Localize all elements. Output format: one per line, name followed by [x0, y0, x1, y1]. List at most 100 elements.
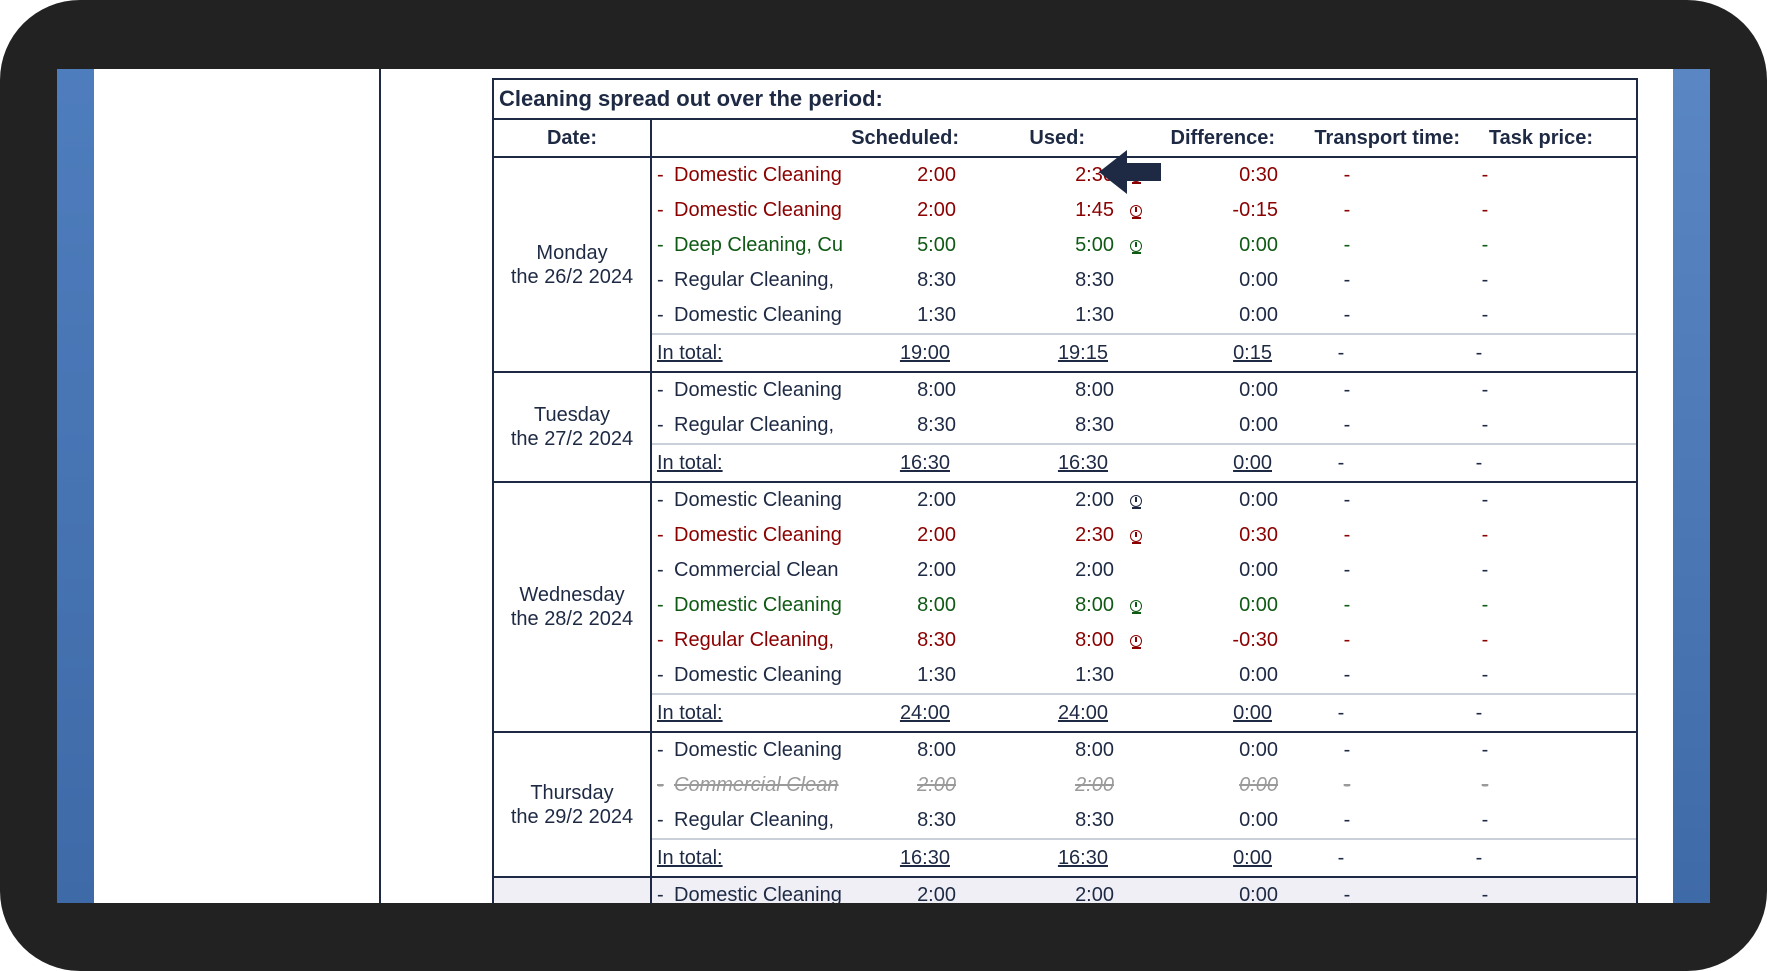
- task-row[interactable]: - Commercial Clean 2:00 2:00 0:00- -: [652, 553, 1636, 588]
- task-row[interactable]: - Regular Cleaning, 8:30 8:30 0:00- -: [652, 263, 1636, 298]
- total-spacer: [1108, 840, 1146, 876]
- total-difference: 0:00: [1233, 702, 1272, 724]
- day-group: Tuesday the 27/2 2024- Domestic Cleaning 8:…: [494, 373, 1636, 483]
- used-time: 8:00: [1075, 379, 1114, 401]
- clock-icon[interactable]: [1130, 205, 1142, 219]
- clock-cell: [1114, 803, 1152, 838]
- header-used: Used:: [1029, 127, 1085, 149]
- task-rows: - Domestic Cleaning 2:00 2:00 0:00- - - Domesti…: [652, 483, 1636, 731]
- total-transport: -: [1337, 702, 1345, 724]
- task-name: Domestic Cleaning: [674, 164, 842, 186]
- task-name: Domestic Cleaning: [674, 379, 842, 401]
- row-dash: -: [657, 809, 664, 831]
- task-rows: - Domestic Cleaning 8:00 8:00 0:00- - - Commerc…: [652, 733, 1636, 876]
- used-time: 8:30: [1075, 414, 1114, 436]
- header-transport-time: Transport time:: [1314, 127, 1460, 149]
- transport-time: -: [1343, 559, 1351, 581]
- scheduled-time: 8:00: [917, 379, 956, 401]
- difference-time: 0:00: [1239, 559, 1278, 581]
- arrow-left-icon: [1099, 150, 1161, 194]
- used-time: 8:30: [1075, 269, 1114, 291]
- task-row[interactable]: - Domestic Cleaning 2:00 2:00 0:00- -: [652, 483, 1636, 518]
- task-name: Deep Cleaning, Cu: [674, 234, 843, 256]
- task-price: -: [1481, 739, 1489, 761]
- task-row[interactable]: - Domestic Cleaning 2:00 2:00 0:00- -: [652, 878, 1636, 903]
- task-name: Commercial Clean: [674, 774, 839, 796]
- difference-time: -0:15: [1232, 199, 1278, 221]
- difference-time: 0:00: [1239, 379, 1278, 401]
- clock-icon[interactable]: [1130, 600, 1142, 614]
- left-desktop-edge: [57, 69, 94, 903]
- task-row[interactable]: - Domestic Cleaning 1:30 1:30 0:00- -: [652, 298, 1636, 333]
- task-name: Regular Cleaning,: [674, 414, 835, 436]
- day-group: Wednesday the 28/2 2024- Domestic Cleaning…: [494, 483, 1636, 733]
- transport-time: -: [1343, 524, 1351, 546]
- task-price: -: [1481, 809, 1489, 831]
- task-row[interactable]: - Domestic Cleaning 8:00 8:00 0:00- -: [652, 733, 1636, 768]
- scheduled-time: 8:30: [917, 629, 956, 651]
- total-difference: 0:15: [1233, 342, 1272, 364]
- used-time: 2:00: [1075, 559, 1114, 581]
- total-difference: 0:00: [1233, 452, 1272, 474]
- header-date: Date:: [494, 120, 652, 156]
- clock-icon[interactable]: [1130, 530, 1142, 544]
- clock-cell: [1114, 658, 1152, 693]
- clock-cell: [1114, 263, 1152, 298]
- total-row: In total: 16:30 16:30 0:00 - -: [652, 443, 1636, 481]
- task-row[interactable]: - Domestic Cleaning 8:00 8:00 0:00- -: [652, 588, 1636, 623]
- clock-icon[interactable]: [1130, 495, 1142, 509]
- total-spacer: [1108, 695, 1146, 731]
- task-name: Domestic Cleaning: [674, 594, 842, 616]
- total-spacer: [1108, 335, 1146, 371]
- total-used: 19:15: [1057, 342, 1108, 364]
- header-task: [652, 120, 851, 156]
- total-transport: -: [1337, 342, 1345, 364]
- row-dash: -: [657, 774, 664, 796]
- task-name: Domestic Cleaning: [674, 884, 842, 903]
- clock-cell: [1114, 483, 1152, 518]
- transport-time: -: [1343, 269, 1351, 291]
- total-price: -: [1475, 342, 1483, 364]
- scheduled-time: 8:30: [917, 809, 956, 831]
- difference-time: 0:00: [1239, 234, 1278, 256]
- difference-time: 0:30: [1239, 524, 1278, 546]
- task-price: -: [1481, 489, 1489, 511]
- row-dash: -: [657, 199, 664, 221]
- clock-cell: [1114, 768, 1152, 803]
- difference-time: 0:00: [1239, 594, 1278, 616]
- task-row[interactable]: - Domestic Cleaning 1:30 1:30 0:00- -: [652, 658, 1636, 693]
- task-price: -: [1481, 304, 1489, 326]
- task-name: Commercial Clean: [674, 559, 839, 581]
- task-row[interactable]: - Regular Cleaning, 8:30 8:30 0:00- -: [652, 408, 1636, 443]
- header-scheduled: Scheduled:: [851, 127, 959, 149]
- difference-time: 0:00: [1239, 774, 1278, 796]
- task-price: -: [1481, 199, 1489, 221]
- clock-icon[interactable]: [1130, 635, 1142, 649]
- task-row[interactable]: - Domestic Cleaning 8:00 8:00 0:00- -: [652, 373, 1636, 408]
- task-name: Domestic Cleaning: [674, 199, 842, 221]
- day-label: Wednesday the 28/2 2024: [494, 483, 652, 731]
- transport-time: -: [1343, 164, 1351, 186]
- scheduled-time: 2:00: [917, 199, 956, 221]
- task-row[interactable]: - Commercial Clean 2:00 2:00 0:00- -: [652, 768, 1636, 803]
- row-dash: -: [657, 164, 664, 186]
- transport-time: -: [1343, 739, 1351, 761]
- task-row[interactable]: - Regular Cleaning, 8:30 8:00 -0:30- -: [652, 623, 1636, 658]
- task-row[interactable]: - Domestic Cleaning 2:00 1:45 -0:15- -: [652, 193, 1636, 228]
- day-label: Thursday the 29/2 2024: [494, 733, 652, 876]
- task-name: Domestic Cleaning: [674, 664, 842, 686]
- clock-icon[interactable]: [1130, 240, 1142, 254]
- day-label: Tuesday the 27/2 2024: [494, 373, 652, 481]
- row-dash: -: [657, 414, 664, 436]
- total-scheduled: 19:00: [899, 342, 950, 364]
- task-row[interactable]: - Regular Cleaning, 8:30 8:30 0:00- -: [652, 803, 1636, 838]
- task-row[interactable]: - Deep Cleaning, Cu 5:00 5:00 0:00- -: [652, 228, 1636, 263]
- clock-cell: [1114, 193, 1152, 228]
- total-used: 16:30: [1057, 452, 1108, 474]
- task-row[interactable]: - Domestic Cleaning 2:00 2:30 0:30- -: [652, 518, 1636, 553]
- report-title: Cleaning spread out over the period:: [494, 80, 1636, 120]
- difference-time: 0:00: [1239, 664, 1278, 686]
- task-row[interactable]: - Domestic Cleaning 2:00 2:30 0:30- -: [652, 158, 1636, 193]
- task-price: -: [1481, 524, 1489, 546]
- clock-cell: [1114, 588, 1152, 623]
